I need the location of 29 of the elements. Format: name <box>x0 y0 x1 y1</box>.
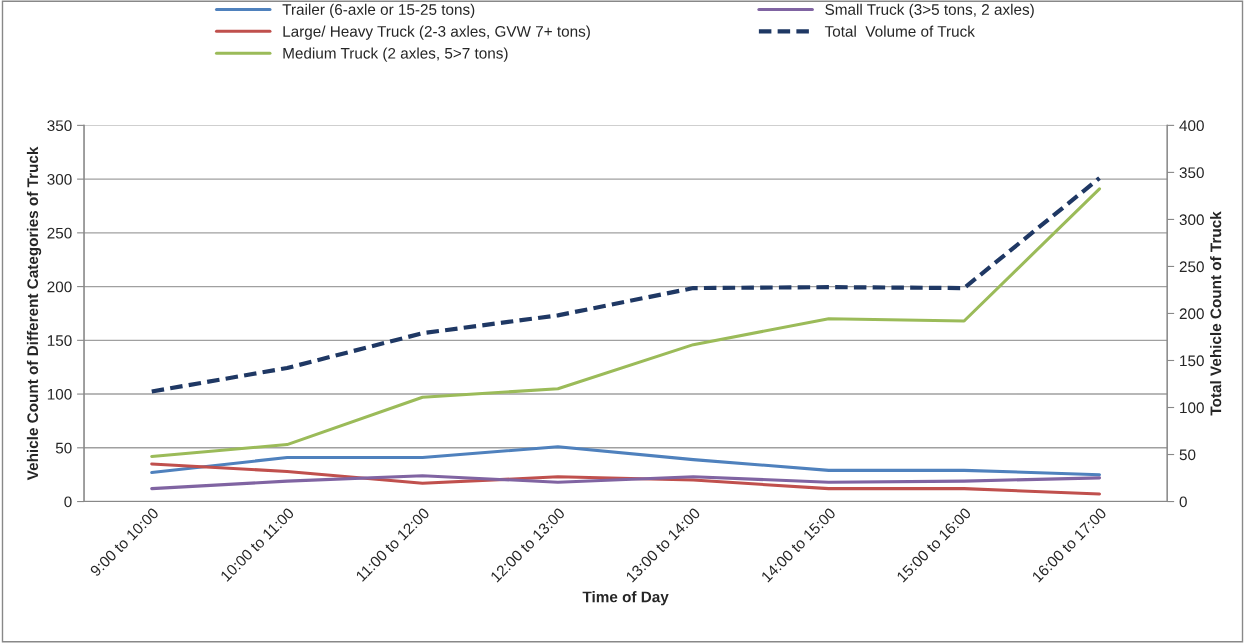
y2-tick-label: 100 <box>1180 402 1204 414</box>
y-tick-label: 350 <box>47 120 72 132</box>
legend-label: Small Truck (3>5 tons, 2 axles) <box>825 3 1034 18</box>
y2-tick-label: 50 <box>1179 449 1196 461</box>
y2-tick-label: 200 <box>1179 308 1204 320</box>
line-series <box>150 445 1102 477</box>
y-tick-label: 50 <box>55 442 72 454</box>
legend-label: Total Volume of Truck <box>824 25 975 37</box>
y-axis-title: Vehicle Count of Different Categories of Truck <box>26 146 42 481</box>
y-tick-label: 200 <box>47 281 72 293</box>
y-tick-label: 250 <box>47 227 72 239</box>
y-tick-label: 100 <box>47 388 72 400</box>
line-series <box>149 175 1102 394</box>
y2-tick-label: 150 <box>1180 355 1204 367</box>
y-tick-label: 150 <box>47 335 72 347</box>
y-tick-label: 300 <box>47 173 72 185</box>
line-series <box>150 474 1102 491</box>
x-axis-title: Time of Day <box>582 591 669 606</box>
y2-tick-label: 350 <box>1179 167 1204 179</box>
y2-tick-label: 300 <box>1179 214 1204 226</box>
line-series <box>150 187 1102 458</box>
legend-label: Medium Truck (2 axles, 5>7 tons) <box>283 47 508 62</box>
legend-label: Trailer (6-axle or 15-25 tons) <box>282 3 475 18</box>
y-tick-label: 0 <box>64 496 72 508</box>
y2-tick-label: 250 <box>1179 261 1204 273</box>
legend-label: Large/ Heavy Truck (2-3 axles, GVW 7+ tons) <box>283 25 590 40</box>
y2-tick-label: 0 <box>1179 496 1187 508</box>
y2-axis-title: Total Vehicle Count of Truck <box>1210 211 1222 416</box>
y2-tick-label: 400 <box>1179 120 1204 132</box>
